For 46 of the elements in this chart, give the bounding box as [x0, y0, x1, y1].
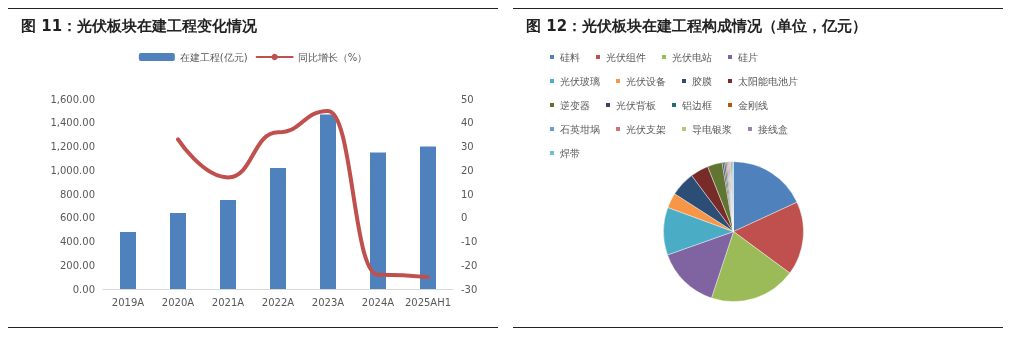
y2-tick-label: -20 [461, 259, 478, 271]
legend-label: 同比增长（%） [297, 51, 368, 63]
x-tick-label: 2021A [211, 296, 245, 308]
y-tick-label: 1,600.00 [50, 93, 95, 105]
legend-label: 接线盒 [758, 123, 788, 135]
legend-label: 光伏电站 [672, 51, 712, 63]
y2-tick-label: 40 [461, 117, 474, 129]
x-tick-label: 2020A [161, 296, 195, 308]
legend-label: 铝边框 [681, 99, 712, 111]
legend-label: 光伏设备 [626, 75, 666, 87]
legend-label: 硅片 [737, 51, 758, 63]
x-tick-label: 2025AH1 [404, 296, 452, 308]
chart-title: 图 12：光伏板块在建工程构成情况（单位，亿元） [526, 16, 868, 35]
legend-label: 金刚线 [738, 99, 768, 111]
y2-tick-label: 50 [461, 93, 474, 105]
y2-tick-label: -10 [461, 236, 478, 247]
legend-label: 光伏背板 [616, 99, 656, 111]
legend-label: 胶膜 [692, 75, 712, 87]
legend-label: 硅料 [559, 51, 580, 63]
y2-tick-label: -30 [461, 283, 478, 295]
y-tick-label: 1,400.00 [50, 117, 95, 129]
y-tick-label: 800.00 [60, 188, 95, 200]
legend-label: 焊带 [560, 147, 580, 159]
y-tick-label: 0.00 [72, 283, 95, 295]
chart-title: 图 11：光伏板块在建工程变化情况 [21, 16, 259, 35]
legend-label: 光伏玻璃 [560, 75, 600, 87]
y-tick-label: 1,000.00 [50, 164, 95, 176]
legend-label: 在建工程(亿元) [179, 51, 248, 63]
legend-label: 光伏支架 [626, 123, 666, 135]
y2-tick-label: 20 [461, 164, 474, 176]
legend-label: 石英坩埚 [560, 123, 600, 135]
y-tick-label: 400.00 [60, 236, 95, 247]
y2-tick-label: 10 [461, 188, 474, 200]
legend-label: 导电银浆 [692, 123, 732, 135]
y2-tick-label: 0 [461, 212, 468, 224]
x-tick-label: 2019A [111, 296, 145, 308]
x-tick-label: 2023A [311, 296, 345, 308]
legend-label: 光伏组件 [606, 51, 646, 63]
x-tick-label: 2022A [261, 296, 295, 308]
legend-label: 逆变器 [560, 99, 590, 111]
legend-label: 太阳能电池片 [738, 75, 798, 87]
y-tick-label: 600.00 [60, 212, 95, 224]
y-tick-label: 200.00 [60, 259, 95, 271]
y2-tick-label: 30 [461, 141, 474, 152]
x-tick-label: 2024A [361, 296, 395, 308]
y-tick-label: 1,200.00 [50, 141, 95, 152]
